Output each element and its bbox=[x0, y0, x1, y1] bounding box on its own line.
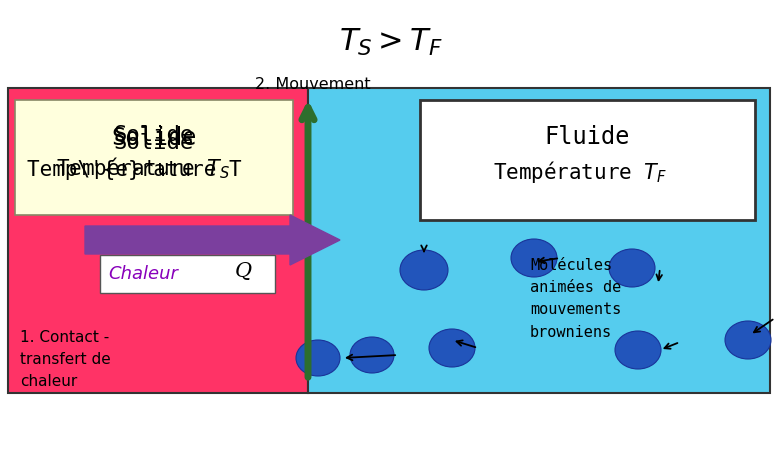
Ellipse shape bbox=[296, 340, 340, 376]
Text: Temp\'{e}rature T: Temp\'{e}rature T bbox=[27, 160, 242, 180]
Bar bbox=[15, 100, 293, 215]
Text: Solide: Solide bbox=[111, 126, 197, 150]
FancyArrow shape bbox=[85, 215, 340, 265]
Ellipse shape bbox=[400, 250, 448, 290]
Ellipse shape bbox=[350, 337, 394, 373]
Text: Fluide: Fluide bbox=[544, 125, 630, 149]
Ellipse shape bbox=[615, 331, 661, 369]
Text: Solide: Solide bbox=[114, 125, 194, 145]
Bar bbox=[100, 255, 275, 293]
Text: 1. Contact -
transfert de
chaleur: 1. Contact - transfert de chaleur bbox=[20, 330, 111, 390]
Text: $T_S>T_F$: $T_S>T_F$ bbox=[339, 26, 443, 57]
Ellipse shape bbox=[429, 329, 475, 367]
Text: Température $T_S$: Température $T_S$ bbox=[56, 155, 230, 181]
Text: Molécules
animées de
mouvements
browniens: Molécules animées de mouvements brownien… bbox=[530, 258, 621, 340]
Bar bbox=[8, 88, 308, 393]
Ellipse shape bbox=[511, 239, 557, 277]
Text: 2. Mouvement: 2. Mouvement bbox=[255, 77, 371, 92]
Text: Solide: Solide bbox=[114, 133, 194, 153]
Ellipse shape bbox=[725, 321, 771, 359]
Text: Chaleur: Chaleur bbox=[108, 265, 178, 283]
Ellipse shape bbox=[609, 249, 655, 287]
Bar bbox=[420, 100, 755, 220]
Bar bbox=[308, 88, 770, 393]
Text: Température $T_F$: Température $T_F$ bbox=[493, 159, 667, 185]
Text: Q: Q bbox=[235, 263, 252, 282]
